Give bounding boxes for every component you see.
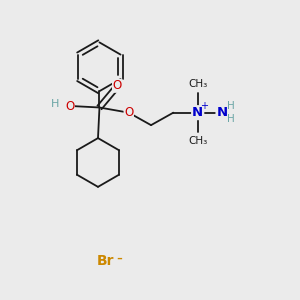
Text: N: N bbox=[217, 106, 228, 119]
Text: O: O bbox=[65, 100, 74, 112]
Text: CH₃: CH₃ bbox=[188, 136, 207, 146]
Text: H: H bbox=[226, 114, 234, 124]
Text: O: O bbox=[124, 106, 134, 119]
Text: +: + bbox=[200, 101, 208, 111]
Text: -: - bbox=[116, 249, 122, 267]
Text: O: O bbox=[112, 79, 122, 92]
Text: Br: Br bbox=[97, 254, 114, 268]
Text: H: H bbox=[51, 99, 59, 109]
Text: CH₃: CH₃ bbox=[188, 79, 207, 89]
Text: H: H bbox=[226, 101, 234, 111]
Text: N: N bbox=[192, 106, 203, 119]
